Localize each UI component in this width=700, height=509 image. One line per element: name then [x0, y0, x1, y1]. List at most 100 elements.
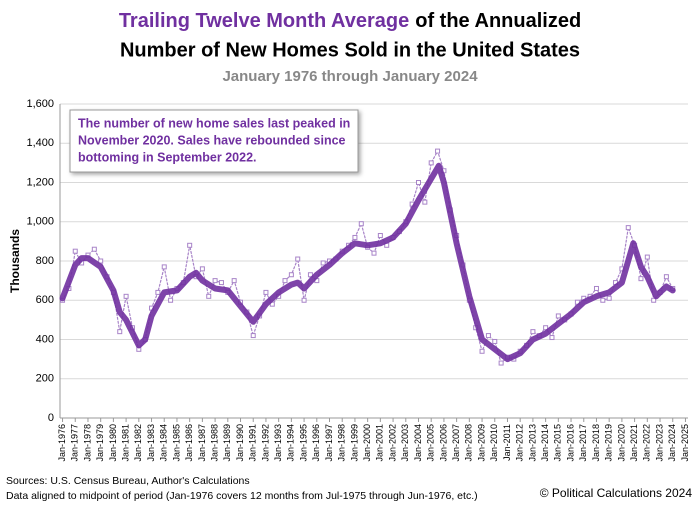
x-tick-label: Jan-1977	[70, 424, 80, 462]
chart-title-line2: Number of New Homes Sold in the United S…	[120, 39, 580, 61]
monthly-marker	[593, 285, 599, 291]
annotation-line: bottoming in September 2022.	[78, 150, 257, 164]
monthly-marker	[371, 250, 377, 256]
monthly-marker	[187, 242, 193, 248]
monthly-marker	[555, 313, 561, 319]
monthly-marker	[301, 297, 307, 303]
monthly-marker	[543, 325, 549, 331]
monthly-marker	[123, 293, 129, 299]
x-tick-label: Jan-2013	[527, 424, 537, 462]
chart-subtitle: January 1976 through January 2024	[222, 68, 478, 85]
x-tick-label: Jan-2004	[413, 424, 423, 462]
x-tick-label: Jan-1976	[57, 424, 67, 462]
monthly-marker	[206, 293, 212, 299]
y-tick-label: 1,600	[26, 98, 54, 110]
y-tick-label: 600	[36, 294, 54, 306]
x-tick-label: Jan-2012	[515, 424, 525, 462]
x-tick-label: Jan-2002	[387, 424, 397, 462]
monthly-marker	[415, 180, 421, 185]
monthly-marker	[492, 338, 498, 344]
x-tick-label: Jan-1989	[222, 424, 232, 462]
x-tick-label: Jan-1985	[171, 424, 181, 462]
x-tick-label: Jan-2020	[616, 424, 626, 462]
y-tick-label: 200	[36, 373, 54, 385]
x-tick-label: Jan-2025	[680, 424, 690, 462]
x-tick-label: Jan-2003	[400, 424, 410, 462]
x-tick-label: Jan-1991	[248, 424, 258, 462]
x-tick-label: Jan-1996	[311, 424, 321, 462]
monthly-marker	[199, 266, 205, 272]
monthly-marker	[358, 221, 364, 227]
y-tick-label: 0	[48, 412, 54, 424]
x-tick-label: Jan-2023	[654, 424, 664, 462]
x-tick-label: Jan-2024	[667, 424, 677, 462]
x-tick-label: Jan-1986	[184, 424, 194, 462]
x-tick-label: Jan-2021	[629, 424, 639, 462]
monthly-marker	[155, 289, 161, 295]
x-tick-label: Jan-2019	[604, 424, 614, 462]
chart-title: Trailing Twelve Month Average of the Annu…	[119, 10, 581, 32]
x-tick-label: Jan-2001	[375, 424, 385, 462]
title-highlight: Trailing Twelve Month Average	[119, 10, 409, 32]
x-tick-label: Jan-1990	[235, 424, 245, 462]
monthly-marker	[212, 278, 218, 284]
x-tick-label: Jan-2016	[565, 424, 575, 462]
x-tick-label: Jan-2015	[553, 424, 563, 462]
x-tick-label: Jan-1984	[159, 424, 169, 462]
x-tick-label: Jan-1981	[120, 424, 130, 462]
monthly-marker	[638, 276, 644, 282]
monthly-marker	[295, 256, 301, 262]
monthly-marker	[282, 278, 288, 284]
y-tick-label: 1,000	[26, 216, 54, 228]
monthly-marker	[435, 148, 441, 154]
sources: Data aligned to midpoint of period (Jan-…	[6, 490, 478, 502]
x-tick-label: Jan-2022	[642, 424, 652, 462]
annotation-box	[69, 109, 359, 173]
x-tick-label: Jan-2006	[438, 424, 448, 462]
monthly-marker	[428, 160, 434, 166]
monthly-marker	[625, 225, 631, 231]
x-tick-label: Jan-2005	[426, 424, 436, 462]
monthly-marker	[606, 295, 612, 301]
monthly-marker	[263, 289, 269, 295]
x-tick-label: Jan-1993	[273, 424, 283, 462]
monthly-marker	[498, 360, 504, 366]
x-tick-label: Jan-1982	[133, 424, 143, 462]
x-tick-label: Jan-1994	[286, 424, 296, 462]
monthly-marker	[549, 335, 555, 341]
x-tick-label: Jan-1983	[146, 424, 156, 462]
x-tick-label: Jan-2000	[362, 424, 372, 462]
x-tick-label: Jan-2008	[464, 424, 474, 462]
y-tick-label: 800	[36, 255, 54, 267]
monthly-marker	[352, 234, 358, 240]
x-tick-label: Jan-2007	[451, 424, 461, 462]
x-tick-label: Jan-1978	[82, 424, 92, 462]
annotation-line: November 2020. Sales have rebounded sinc…	[78, 133, 346, 147]
monthly-marker	[377, 232, 383, 238]
monthly-marker	[479, 348, 485, 354]
x-tick-label: Jan-2018	[591, 424, 601, 462]
monthly-marker	[98, 258, 104, 264]
x-tick-label: Jan-1992	[260, 424, 270, 462]
monthly-marker	[288, 272, 294, 278]
y-axis-label: Thousands	[8, 229, 22, 293]
monthly-marker	[644, 254, 650, 260]
monthly-marker	[651, 297, 657, 303]
monthly-marker	[218, 280, 224, 286]
monthly-marker	[117, 329, 123, 335]
y-tick-label: 400	[36, 333, 54, 345]
x-tick-label: Jan-1997	[324, 424, 334, 462]
monthly-marker	[485, 333, 491, 339]
x-tick-label: Jan-2010	[489, 424, 499, 462]
x-tick-label: Jan-1999	[349, 424, 359, 462]
x-tick-label: Jan-1998	[337, 424, 347, 462]
x-tick-label: Jan-2014	[540, 424, 550, 462]
x-tick-label: Jan-1988	[209, 424, 219, 462]
monthly-marker	[422, 199, 428, 205]
monthly-marker	[530, 329, 536, 335]
x-tick-label: Jan-1987	[197, 424, 207, 462]
x-tick-label: Jan-2011	[502, 424, 512, 461]
x-tick-label: Jan-1979	[95, 424, 105, 462]
monthly-marker	[663, 274, 669, 280]
